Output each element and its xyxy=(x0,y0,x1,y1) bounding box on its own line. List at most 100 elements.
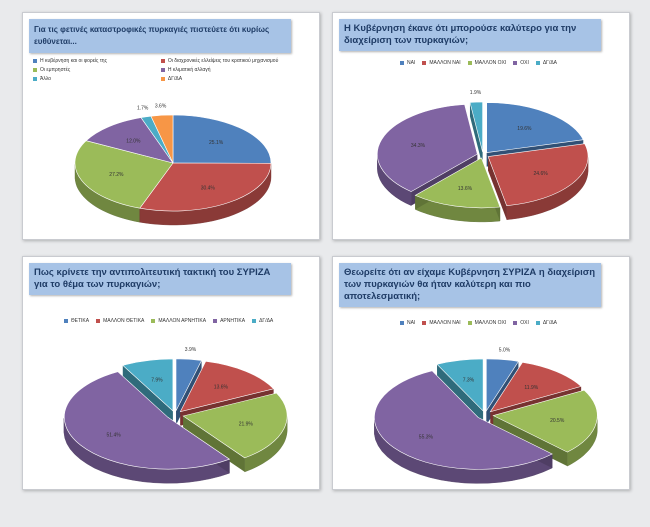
legend-entry: ΔΓ/ΔΑ xyxy=(252,317,273,326)
legend-entry: ΜΑΛΛΟΝ ΝΑΙ xyxy=(422,319,461,328)
pie-slice xyxy=(469,101,483,153)
legend-swatch xyxy=(535,320,540,325)
legend-label: ΜΑΛΛΟΝ ΘΕΤΙΚΑ xyxy=(103,318,145,324)
legend-label: ΑΡΝΗΤΙΚΑ xyxy=(220,318,246,324)
legend-label: ΟΧΙ xyxy=(520,60,529,66)
legend-swatch xyxy=(160,67,165,72)
legend-entry: Η κλιματική αλλαγή xyxy=(160,66,289,75)
legend-swatch xyxy=(160,58,165,63)
pie-slice xyxy=(377,104,478,192)
pie-data-label: 24.6% xyxy=(534,171,549,177)
legend-label: ΜΑΛΛΟΝ ΑΡΝΗΤΙΚΑ xyxy=(158,318,207,324)
legend-entry: ΜΑΛΛΟΝ ΘΕΤΙΚΑ xyxy=(96,317,144,326)
legend-label: ΜΑΛΛΟΝ ΝΑΙ xyxy=(429,320,461,326)
pie-data-label: 34.3% xyxy=(411,143,426,149)
pie-data-label: 3.9% xyxy=(185,347,197,353)
pie-slice xyxy=(179,360,275,413)
pie-slice xyxy=(414,157,501,209)
legend-entry: Άλλο xyxy=(33,75,161,84)
pie-slice-edge xyxy=(488,156,507,220)
legend-entry: Οι διαχρονικές ελλείψεις του κρατικού μη… xyxy=(160,57,289,66)
pie-slice xyxy=(85,117,174,164)
chart-legend: Η κυβέρνηση και οι φορείς της Οι διαχρονι… xyxy=(33,57,311,84)
legend-label: ΔΓ/ΔΑ xyxy=(542,60,558,66)
pie-slice-edge xyxy=(183,415,245,472)
pie-slice xyxy=(175,358,203,411)
legend-swatch xyxy=(33,58,37,63)
legend-label: ΟΧΙ xyxy=(520,320,529,326)
pie-slice xyxy=(486,102,584,153)
legend-entry: ΑΡΝΗΤΙΚΑ xyxy=(213,317,245,326)
chart-legend: ΘΕΤΙΚΑ ΜΑΛΛΟΝ ΘΕΤΙΚΑ ΜΑΛΛΟΝ ΑΡΝΗΤΙΚΑ ΑΡΝΗΤΙ… xyxy=(33,317,311,326)
pie-data-label: 51.4% xyxy=(107,433,122,439)
legend-swatch xyxy=(467,320,472,325)
legend-swatch xyxy=(535,60,540,65)
pie-data-label: 11.9% xyxy=(524,385,538,391)
pie-slice xyxy=(172,114,272,164)
legend-entry: ΝΑΙ xyxy=(399,319,416,328)
legend-swatch xyxy=(96,318,101,323)
legend-label: ΜΑΛΛΟΝ ΟΧΙ xyxy=(474,60,507,66)
legend-entry: ΔΓ/ΔΑ xyxy=(535,59,558,68)
chart-title: Η Κυβέρνηση έκανε ότι μπορούσε καλύτερο … xyxy=(339,19,601,51)
legend-label: ΝΑΙ xyxy=(406,320,416,326)
legend-swatch xyxy=(467,60,472,65)
pie-slice xyxy=(182,392,288,459)
pie-slice xyxy=(139,162,272,212)
legend-entry: ΜΑΛΛΟΝ ΑΡΝΗΤΙΚΑ xyxy=(151,317,206,326)
legend-swatch xyxy=(513,60,518,65)
legend-swatch xyxy=(422,320,427,325)
legend-swatch xyxy=(399,320,404,325)
pie-data-label: 1.7% xyxy=(137,105,149,111)
legend-entry: ΝΑΙ xyxy=(399,59,416,68)
legend-label: ΜΑΛΛΟΝ ΟΧΙ xyxy=(474,320,507,326)
legend-swatch xyxy=(33,67,37,72)
pie-chart: 5.0% 11.9% 20.5% 55.3% 7.3% xyxy=(374,347,598,484)
pie-slice xyxy=(489,361,582,413)
legend-swatch xyxy=(513,320,518,325)
legend-swatch xyxy=(33,76,37,81)
pie-data-label: 7.3% xyxy=(463,378,475,384)
pie-data-label: 1.9% xyxy=(470,90,482,96)
legend-label: Οι διαχρονικές ελλείψεις του κρατικού μη… xyxy=(167,58,279,64)
legend-swatch xyxy=(252,318,257,323)
chart-title: Θεωρείτε ότι αν είχαμε Κυβέρνηση ΣΥΡΙΖΑ … xyxy=(339,263,601,307)
legend-entry: ΜΑΛΛΟΝ ΟΧΙ xyxy=(467,59,507,68)
pie-data-label: 12.0% xyxy=(126,138,141,144)
pie-slice xyxy=(150,114,174,164)
pie-chart: 19.6% 24.6% 13.6% 34.3% 1.9% xyxy=(377,90,589,223)
pie-data-label: 19.6% xyxy=(517,126,532,132)
pie-slice xyxy=(122,358,174,412)
legend-swatch xyxy=(213,318,218,323)
legend-label: Οι εμπρηστές xyxy=(40,67,71,73)
legend-label: ΝΑΙ xyxy=(406,60,416,66)
chart-panel-government-handling: Η Κυβέρνηση έκανε ότι μπορούσε καλύτερο … xyxy=(332,12,630,240)
pie-slice xyxy=(492,389,598,453)
legend-entry: Η κυβέρνηση και οι φορείς της xyxy=(33,57,161,66)
legend-swatch xyxy=(422,60,427,65)
pie-data-label: 25.1% xyxy=(209,140,224,146)
pie-data-label: 30.4% xyxy=(201,185,216,191)
legend-label: ΔΓ/ΔΑ xyxy=(259,318,274,324)
chart-legend: ΝΑΙ ΜΑΛΛΟΝ ΝΑΙ ΜΑΛΛΟΝ ΟΧΙ ΟΧΙ ΔΓ/ΔΑ xyxy=(343,59,621,68)
pie-data-label: 21.9% xyxy=(239,422,254,428)
legend-entry: ΟΧΙ xyxy=(513,59,529,68)
pie-slice xyxy=(486,358,520,412)
pie-slice-edge xyxy=(122,365,173,425)
legend-label: Η κλιματική αλλαγή xyxy=(167,67,211,73)
chart-title: Πως κρίνετε την αντιπολιτευτική τακτική … xyxy=(29,263,291,295)
pie-slice xyxy=(63,371,231,470)
legend-entry: ΔΓ/ΔΑ xyxy=(535,319,558,328)
pie-slice-edge xyxy=(437,364,484,425)
legend-label: ΔΓ/ΔΑ xyxy=(542,320,558,326)
legend-entry: ΟΧΙ xyxy=(513,319,529,328)
legend-label: ΔΓ/ΔΑ xyxy=(167,76,183,82)
legend-swatch xyxy=(151,318,156,323)
pie-data-label: 20.5% xyxy=(550,418,565,424)
legend-swatch xyxy=(63,318,68,323)
pie-data-label: 13.6% xyxy=(214,385,229,391)
legend-label: Άλλο xyxy=(40,76,52,82)
pie-data-label: 3.6% xyxy=(155,104,167,110)
chart-panel-syriza-opposition: Πως κρίνετε την αντιπολιτευτική τακτική … xyxy=(22,256,320,490)
pie-data-label: 13.6% xyxy=(458,186,473,192)
